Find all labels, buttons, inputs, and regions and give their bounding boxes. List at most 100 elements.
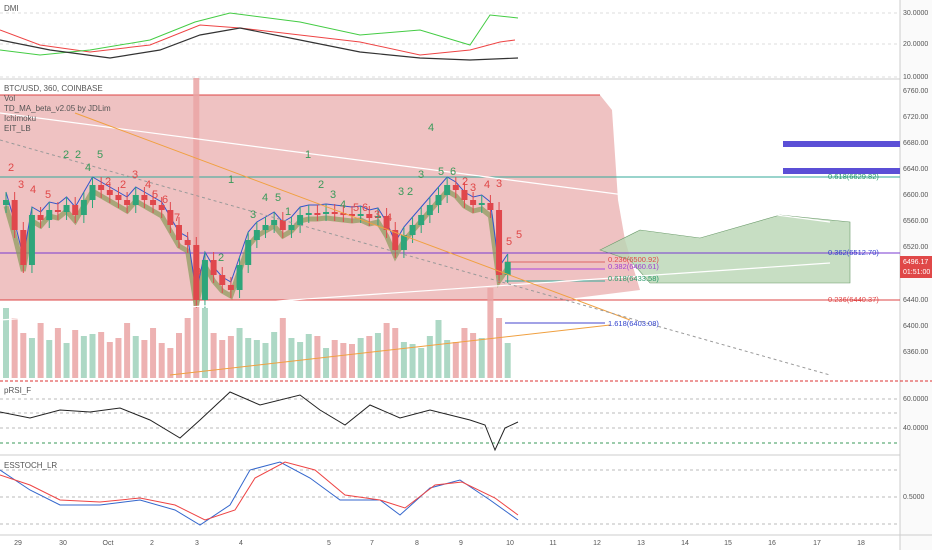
last-price: 6496.17 xyxy=(903,259,928,266)
volume-bar xyxy=(150,328,157,378)
candle xyxy=(80,200,87,215)
candle xyxy=(37,215,44,220)
price-tick-label: 30.0000 xyxy=(903,10,928,17)
td-count: 9 xyxy=(195,266,201,278)
volume-bar xyxy=(426,336,433,378)
volume-bar xyxy=(63,343,70,378)
candle xyxy=(176,225,182,240)
candle xyxy=(452,185,459,190)
candle xyxy=(340,213,347,215)
td-count: 3 xyxy=(496,178,502,190)
volume-bar xyxy=(392,328,399,378)
candle xyxy=(141,195,148,200)
volume-bar xyxy=(28,338,35,378)
volume-bar xyxy=(219,340,226,378)
price-tick-label: 60.0000 xyxy=(903,396,928,403)
volume-bar xyxy=(80,336,87,378)
volume-bar xyxy=(418,348,425,378)
date-label: 18 xyxy=(857,540,865,547)
td-count: 6 xyxy=(162,194,168,206)
candle xyxy=(262,225,269,230)
candle xyxy=(383,216,390,230)
volume-bar xyxy=(98,332,105,378)
candle xyxy=(201,260,208,300)
price-tick-label: 6760.00 xyxy=(903,88,928,95)
volume-bar xyxy=(349,344,355,378)
candle xyxy=(323,212,330,214)
volume-bar xyxy=(176,333,182,378)
volume-bar xyxy=(132,336,139,378)
volume-bar xyxy=(72,330,79,378)
candle xyxy=(470,200,477,205)
volume-bar xyxy=(470,333,477,378)
candle xyxy=(132,195,139,205)
candle xyxy=(89,185,96,200)
candle xyxy=(219,275,226,285)
volume-bar xyxy=(245,338,252,378)
td-count: 4 xyxy=(428,122,434,134)
volume-bar xyxy=(227,336,234,378)
volume-bar xyxy=(184,318,191,378)
date-label: 17 xyxy=(813,540,821,547)
td-count: 5 xyxy=(275,192,281,204)
volume-bar xyxy=(357,338,364,378)
volume-bar xyxy=(115,338,122,378)
td-count: 3 xyxy=(374,209,380,221)
td-count: 4 xyxy=(145,179,151,191)
fib-label: 0.618(6433.58) xyxy=(608,274,659,283)
candle xyxy=(11,200,18,230)
trend-line xyxy=(169,324,611,376)
volume-bar xyxy=(193,78,200,378)
candle xyxy=(193,245,200,300)
date-label: 2 xyxy=(150,540,154,547)
date-label: 7 xyxy=(370,540,374,547)
date-label: 9 xyxy=(459,540,463,547)
volume-bar xyxy=(504,343,511,378)
candle xyxy=(245,240,252,265)
candle xyxy=(106,190,113,195)
td-count: 2 xyxy=(218,252,224,264)
volume-bar xyxy=(271,332,278,378)
td-count: 6 xyxy=(362,202,368,214)
candle xyxy=(305,213,312,215)
volume-bar xyxy=(11,318,18,378)
td-count: 2 xyxy=(63,149,69,161)
td-count: 2 xyxy=(8,162,14,174)
volume-bar xyxy=(279,318,286,378)
candle xyxy=(487,203,494,210)
candle xyxy=(478,203,485,205)
volume-bar xyxy=(124,323,131,378)
date-label: 16 xyxy=(768,540,776,547)
indicator-label: EIT_LB xyxy=(4,124,31,133)
candle xyxy=(409,225,416,235)
td-count: 3 xyxy=(132,169,138,181)
prsi-label: pRSI_F xyxy=(4,386,31,395)
td-count: 3 xyxy=(250,209,256,221)
volume-bar xyxy=(46,340,53,378)
volume-bar xyxy=(496,318,503,378)
candle xyxy=(279,220,286,230)
rsi-line xyxy=(0,391,519,452)
zone-bar xyxy=(783,168,900,174)
td-count: 5 xyxy=(506,236,512,248)
candle xyxy=(227,285,234,290)
volume-bar xyxy=(340,343,347,378)
dmi-line xyxy=(0,12,519,56)
volume-bar xyxy=(288,338,295,378)
candle xyxy=(496,210,503,275)
candle xyxy=(158,205,165,210)
fib-label: 0.362(6512.70) xyxy=(828,248,879,257)
td-count: 2 xyxy=(120,179,126,191)
volume-bar xyxy=(323,348,330,378)
td-count: 1 xyxy=(285,206,291,218)
td-count: 4 xyxy=(262,192,268,204)
volume-bar xyxy=(167,348,174,378)
td-count: 2 xyxy=(105,176,111,188)
td-count: 4 xyxy=(484,179,490,191)
volume-bar xyxy=(314,336,321,378)
indicator-label: Ichimoku xyxy=(4,114,36,123)
td-count: 3 xyxy=(18,179,24,191)
stoch-line xyxy=(0,461,519,521)
symbol-label: BTC/USD, 360, COINBASE xyxy=(4,84,103,93)
candle xyxy=(504,262,511,275)
